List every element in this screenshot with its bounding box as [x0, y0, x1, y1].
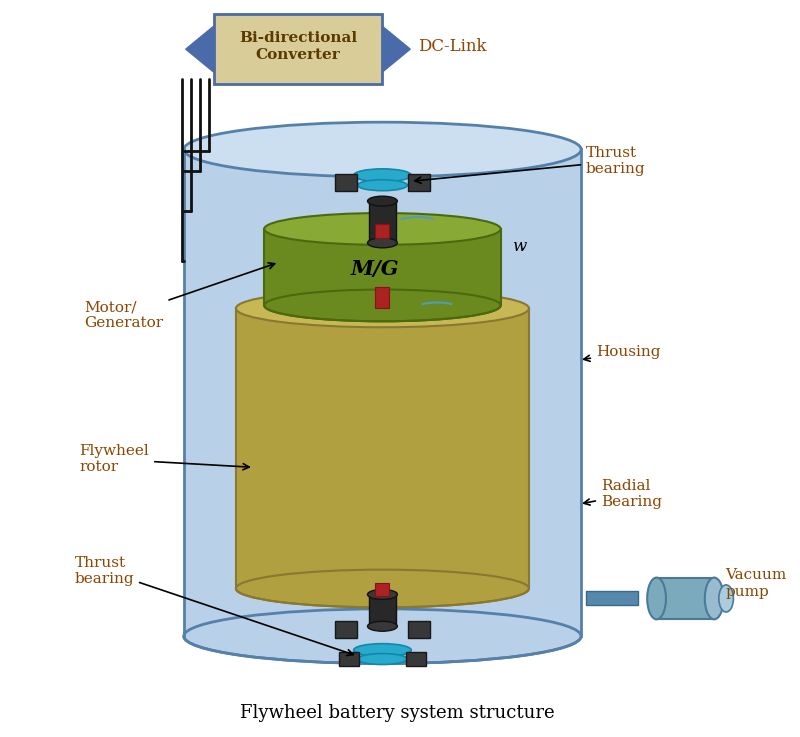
- Bar: [406, 652, 426, 666]
- Text: Motor/
Generator: Motor/ Generator: [85, 263, 274, 330]
- Text: Vacuum
pump: Vacuum pump: [725, 568, 786, 598]
- Text: Housing: Housing: [584, 345, 661, 361]
- Bar: [338, 652, 358, 666]
- Text: Thrust
bearing: Thrust bearing: [415, 146, 646, 184]
- Ellipse shape: [719, 585, 734, 612]
- Bar: [214, 15, 382, 84]
- Ellipse shape: [354, 169, 411, 182]
- Bar: [375, 582, 390, 596]
- Polygon shape: [184, 150, 581, 636]
- Text: DC-Link: DC-Link: [418, 38, 486, 55]
- Bar: [369, 593, 396, 626]
- Text: Flywheel battery system structure: Flywheel battery system structure: [240, 704, 554, 722]
- Ellipse shape: [367, 238, 398, 248]
- Bar: [369, 203, 396, 243]
- Text: Flywheel
rotor: Flywheel rotor: [79, 444, 249, 475]
- Bar: [375, 224, 390, 238]
- Ellipse shape: [358, 180, 407, 191]
- Text: Radial
Bearing: Radial Bearing: [584, 479, 662, 509]
- Ellipse shape: [367, 621, 398, 631]
- Ellipse shape: [184, 122, 581, 177]
- Bar: [586, 592, 638, 605]
- Text: w: w: [513, 238, 526, 255]
- Ellipse shape: [264, 290, 501, 321]
- Ellipse shape: [367, 196, 398, 206]
- Bar: [375, 287, 390, 308]
- Polygon shape: [382, 27, 410, 72]
- Bar: [334, 175, 357, 191]
- Bar: [334, 621, 357, 638]
- Ellipse shape: [358, 654, 407, 665]
- Ellipse shape: [367, 590, 398, 599]
- Ellipse shape: [236, 570, 529, 607]
- Text: M/G: M/G: [350, 259, 398, 279]
- Ellipse shape: [236, 290, 529, 327]
- Ellipse shape: [647, 578, 666, 619]
- Text: Bi-directional
Converter: Bi-directional Converter: [239, 30, 357, 62]
- Ellipse shape: [264, 213, 501, 245]
- Bar: [375, 201, 390, 229]
- Text: Thrust
bearing: Thrust bearing: [74, 556, 353, 655]
- Polygon shape: [236, 308, 529, 589]
- Ellipse shape: [184, 609, 581, 663]
- Polygon shape: [264, 229, 501, 305]
- Polygon shape: [657, 578, 714, 619]
- Ellipse shape: [354, 643, 411, 657]
- Ellipse shape: [705, 578, 723, 619]
- Polygon shape: [186, 27, 214, 72]
- Bar: [408, 175, 430, 191]
- Bar: [408, 621, 430, 638]
